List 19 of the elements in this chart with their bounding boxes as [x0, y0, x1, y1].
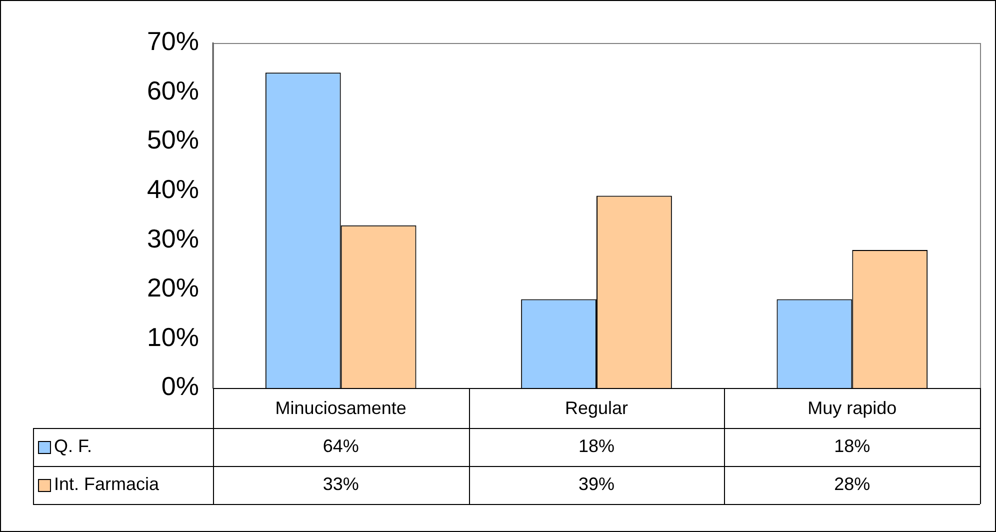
y-tick-label: 40%: [146, 174, 199, 204]
legend-label: Int. Farmacia: [54, 474, 160, 494]
y-tick-label: 0%: [161, 371, 199, 402]
x-tick-label: Regular: [564, 398, 628, 418]
y-tick-label: 10%: [146, 322, 199, 352]
y-tick-label: 50%: [146, 124, 199, 155]
y-tick-label: 60%: [146, 75, 199, 106]
y-tick-label: 70%: [146, 26, 199, 56]
legend-label: Q. F.: [54, 436, 92, 456]
y-tick-label: 30%: [146, 223, 199, 254]
data-label: 33%: [322, 474, 359, 494]
data-label: 28%: [834, 474, 870, 494]
data-label: 39%: [578, 474, 615, 494]
data-label: 64%: [322, 436, 359, 456]
x-tick-label: Minuciosamente: [275, 398, 406, 418]
data-label: 18%: [578, 436, 615, 456]
y-tick-label: 20%: [146, 272, 199, 303]
x-tick-label: Muy rapido: [808, 398, 897, 418]
data-label: 18%: [834, 436, 870, 456]
